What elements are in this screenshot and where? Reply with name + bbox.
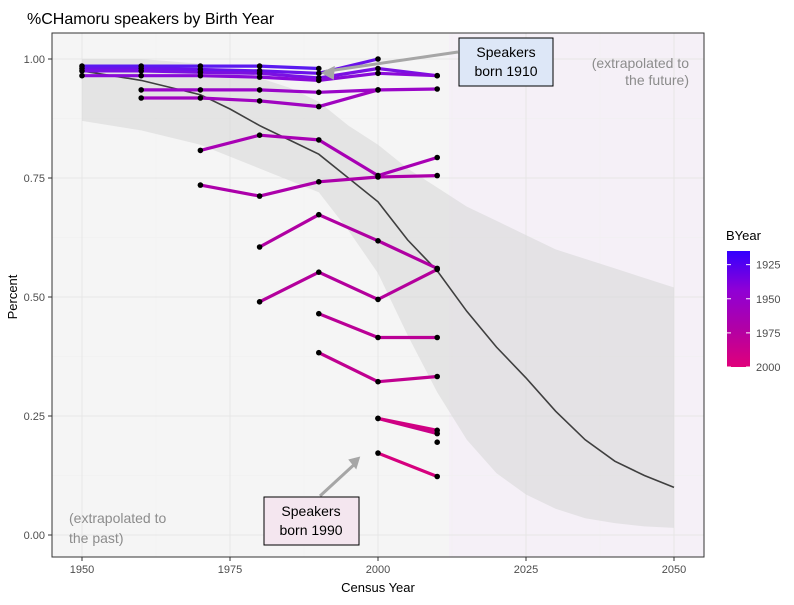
data-layer [79,56,675,528]
x-axis-title: Census Year [341,580,415,595]
y-axis-title: Percent [5,274,20,319]
plot-panel: (extrapolated to the past) (extrapolated t… [24,32,705,576]
callout-box-1910 [458,37,554,87]
confidence-band [82,59,674,528]
legend-label: 1975 [756,328,780,340]
data-point [375,334,381,341]
y-tick-label: 1.00 [24,54,45,66]
data-point [375,174,381,180]
data-point [256,87,263,93]
series-line [258,213,438,270]
data-point [434,373,441,380]
series-line [141,87,438,94]
callout-box-1990 [263,496,360,546]
x-tick-label: 2025 [514,564,538,576]
data-point [434,154,441,161]
data-point [375,238,381,244]
y-tick-label: 0.50 [24,292,45,304]
data-point [256,132,263,138]
data-point [316,137,322,143]
legend-label: 1950 [756,294,780,306]
data-point [138,68,144,74]
data-point [375,415,381,422]
y-tick-label: 0.00 [24,530,45,542]
data-point [316,89,322,96]
data-point [316,70,322,77]
data-point [197,87,204,93]
x-tick-label: 2000 [366,564,390,576]
data-point [375,70,381,77]
data-point [434,266,441,273]
legend-title: BYear [726,228,762,243]
callout-text: Speakers [281,503,340,519]
data-point [316,211,322,218]
series-line [377,416,438,432]
data-point [375,450,381,456]
x-tick-label: 1975 [218,564,242,576]
extrapolated-future-label: the future) [625,72,689,88]
series-line [258,267,438,304]
data-point [434,172,441,179]
data-point [256,74,263,80]
data-point [256,63,263,69]
legend-colorbar [727,251,750,367]
chart-title: %CHamoru speakers by Birth Year [27,11,275,28]
data-point [316,349,322,356]
data-point [434,334,441,341]
data-point [79,68,85,74]
callout-text: Speakers [476,44,535,60]
data-point [434,72,441,79]
x-tick-label: 2050 [662,564,686,576]
callout-arrow [318,463,356,498]
y-tick-label: 0.25 [24,411,45,423]
data-point [256,193,263,199]
data-point [138,95,144,101]
callout-text: born 1910 [474,63,537,79]
extrapolated-past-label: (extrapolated to [69,510,166,526]
data-point [316,269,322,276]
data-point [434,439,441,446]
callout-arrow [324,50,459,74]
data-point [316,179,322,185]
data-point [434,473,441,480]
data-point [256,299,263,305]
legend: 1925 1950 1975 2000 [727,251,780,374]
data-point [197,95,204,101]
data-point [138,72,144,79]
data-point [375,87,381,93]
data-point [197,182,204,188]
extrapolated-future-label: (extrapolated to [592,55,689,71]
callout-arrowhead [320,65,335,80]
data-point [316,103,322,110]
data-point [434,427,441,434]
data-point [197,147,204,154]
callout-arrowhead [348,456,361,470]
callout-text: born 1990 [279,522,342,538]
data-point [375,56,381,62]
extrapolated-past-label: the past) [69,530,123,546]
data-point [316,65,322,72]
data-point [256,244,263,250]
data-point [434,86,441,92]
series-line [377,451,438,478]
legend-label: 1925 [756,260,780,272]
data-point [138,87,144,93]
data-point [197,72,204,79]
data-point [375,378,381,385]
data-point [79,72,85,79]
data-point [316,310,322,317]
data-point [316,77,322,84]
legend-label: 2000 [756,362,780,374]
y-tick-label: 0.75 [24,173,45,185]
data-point [375,65,381,72]
data-point [256,98,263,104]
trend-line [81,70,675,489]
data-point [375,296,381,303]
x-tick-label: 1950 [70,564,94,576]
